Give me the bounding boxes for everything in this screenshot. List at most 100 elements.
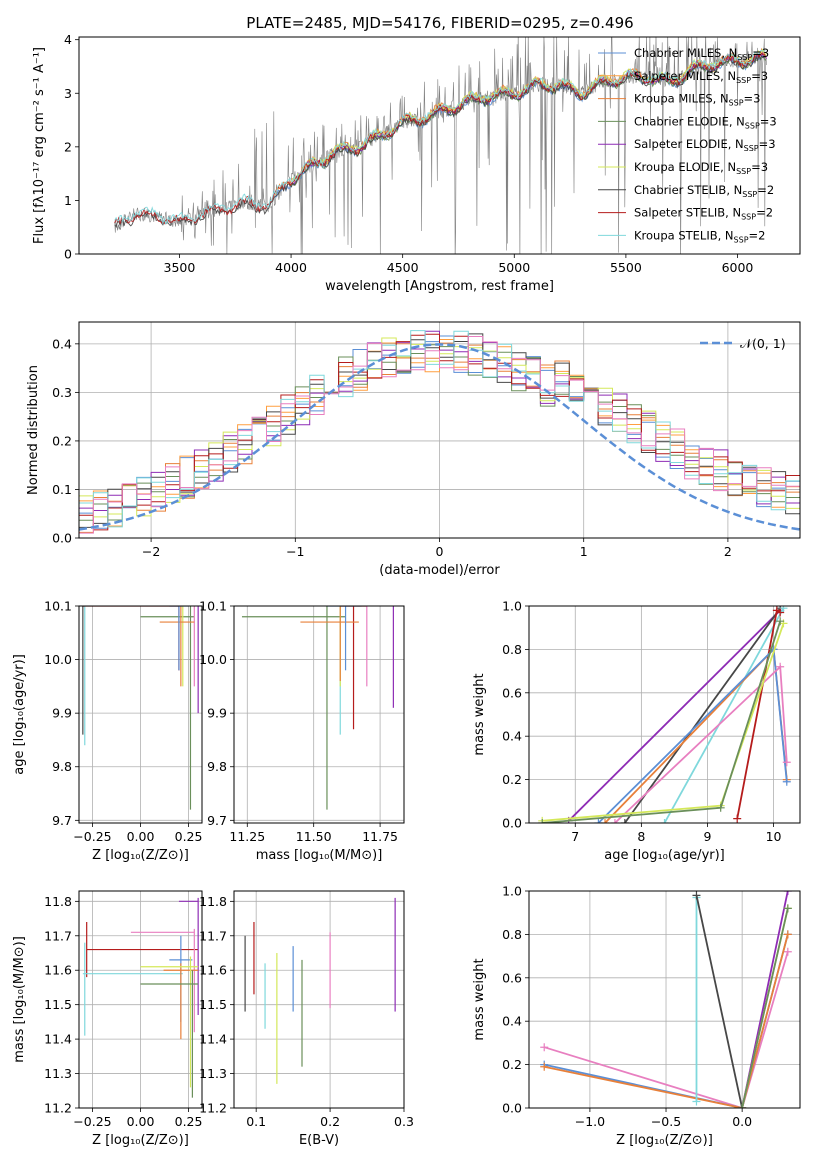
x-axis-label: E(B-V) bbox=[299, 1133, 339, 1148]
weight-marker bbox=[620, 819, 629, 823]
x-tick-label: 1 bbox=[580, 544, 588, 559]
weight-marker bbox=[738, 1104, 747, 1108]
x-tick-label: 0.3 bbox=[394, 1114, 414, 1129]
x-tick-label: 7 bbox=[571, 829, 579, 844]
errorbar-pink bbox=[130, 928, 195, 1033]
y-tick-label: 0.6 bbox=[502, 685, 522, 700]
legend-entry: Chabrier MILES, NSSP=3 bbox=[634, 46, 769, 62]
weight-marker bbox=[540, 1043, 549, 1052]
errorbar-chabrier-miles bbox=[326, 606, 362, 671]
axes-frame bbox=[78, 321, 801, 539]
errorbar-kroupa-miles bbox=[159, 606, 195, 687]
y-tick-label: 0.0 bbox=[52, 531, 72, 546]
errorbar-salpeter-stelib bbox=[340, 606, 367, 730]
y-tick-label: 11.6 bbox=[199, 963, 227, 978]
axes-frame bbox=[528, 890, 801, 1109]
weight-marker bbox=[660, 819, 669, 823]
legend-entry: Chabrier STELIB, NSSP=2 bbox=[634, 183, 774, 199]
errorbar-kroupa-elodie bbox=[339, 606, 341, 687]
y-axis-label: Flux [fλ10⁻¹⁷ erg cm⁻² s⁻¹ A⁻¹] bbox=[32, 47, 47, 244]
weight-line-pink bbox=[543, 951, 789, 1108]
y-tick-label: 9.9 bbox=[207, 706, 227, 721]
residual-histogram-salpeter-stelib bbox=[79, 333, 800, 531]
axes-frame bbox=[233, 890, 405, 1109]
x-tick-label: 0 bbox=[436, 544, 444, 559]
y-tick-label: 1.0 bbox=[502, 884, 522, 899]
y-tick-label: 9.9 bbox=[52, 706, 72, 721]
plot-area bbox=[79, 330, 800, 534]
x-axis-label: Z [log₁₀(Z/Z⊙)] bbox=[92, 848, 189, 863]
x-tick-label: 3500 bbox=[164, 260, 196, 275]
model-spectrum-kroupa-stelib bbox=[114, 49, 766, 225]
errorbar-salpeter-stelib bbox=[82, 606, 180, 671]
x-tick-label: 5500 bbox=[610, 260, 642, 275]
y-tick-label: 0.2 bbox=[502, 1057, 522, 1072]
axes-frame bbox=[78, 36, 801, 255]
legend-entry: Salpeter ELODIE, NSSP=3 bbox=[634, 137, 776, 153]
legend-entry: 𝒩(0, 1) bbox=[740, 336, 786, 351]
model-spectrum-chabrier-stelib bbox=[114, 53, 766, 228]
y-tick-label: 0.8 bbox=[502, 927, 522, 942]
weight-marker bbox=[776, 608, 785, 617]
weight-marker bbox=[779, 606, 788, 613]
x-axis-label: wavelength [Angstrom, rest frame] bbox=[325, 279, 554, 294]
errorbar-kroupa-elodie bbox=[182, 606, 184, 687]
errorbar-salpeter-elodie bbox=[197, 606, 199, 714]
residual-histogram-pink bbox=[79, 336, 800, 534]
legend-entry: Salpeter MILES, NSSP=3 bbox=[634, 69, 768, 85]
weight-line-kroupa-miles bbox=[544, 934, 789, 1108]
errorbar-salpeter-elodie bbox=[178, 897, 199, 1015]
y-tick-label: 11.3 bbox=[44, 1066, 72, 1081]
y-tick-label: 0.6 bbox=[502, 970, 522, 985]
y-tick-label: 11.8 bbox=[199, 894, 227, 909]
legend-entry: Kroupa STELIB, NSSP=2 bbox=[634, 228, 765, 244]
errorbar-pink bbox=[366, 606, 368, 687]
y-tick-label: 11.3 bbox=[199, 1066, 227, 1081]
weight-line-chabrier-stelib bbox=[624, 607, 781, 823]
errorbar-chabrier-elodie bbox=[140, 606, 195, 810]
x-tick-label: 0.00 bbox=[127, 1114, 155, 1129]
weight-marker bbox=[538, 819, 547, 823]
axes-frame bbox=[233, 605, 405, 824]
plot-area bbox=[114, 37, 767, 254]
x-axis-label: Z [log₁₀(Z/Z⊙)] bbox=[616, 1133, 713, 1148]
plot-area bbox=[244, 897, 396, 1084]
x-axis-label: Z [log₁₀(Z/Z⊙)] bbox=[92, 1133, 189, 1148]
y-tick-label: 0 bbox=[64, 247, 72, 262]
errorbar-chabrier-elodie bbox=[140, 970, 199, 1098]
y-tick-label: 0.4 bbox=[502, 1014, 522, 1029]
errorbar-chabrier-stelib bbox=[82, 606, 85, 735]
x-tick-label: 8 bbox=[637, 829, 645, 844]
weight-marker bbox=[540, 1062, 549, 1071]
panel-age-vs-Z: −0.25 0.00 0.25 9.7 9.8 9.9 10.0 10.1 Z [log₁₀(Z… bbox=[12, 599, 203, 863]
x-tick-label: 0.25 bbox=[175, 1114, 203, 1129]
weight-marker bbox=[733, 814, 742, 823]
x-tick-label: 0.2 bbox=[320, 1114, 340, 1129]
plot-area bbox=[540, 891, 792, 1108]
y-axis-label: mass [log₁₀(M/M⊙)] bbox=[12, 936, 27, 1063]
errorbar-kroupa-stelib bbox=[84, 606, 86, 746]
x-tick-label: 11.25 bbox=[229, 829, 265, 844]
x-tick-label: −0.25 bbox=[73, 829, 111, 844]
panel-mass-vs-Z: −0.25 0.00 0.25 11.2 11.3 11.4 11.5 11.6 11.7 11.… bbox=[12, 890, 203, 1148]
residual-legend: 𝒩(0, 1) bbox=[700, 336, 786, 351]
panel-weight-vs-Z: −1.0 −0.5 0.0 0.0 0.2 0.4 0.6 0.8 1.0 Z [log₁₀(Z/… bbox=[472, 884, 801, 1148]
errorbar-chabrier-miles bbox=[169, 606, 189, 671]
x-tick-label: 0.1 bbox=[246, 1114, 266, 1129]
axes-frame bbox=[78, 605, 203, 824]
weight-marker bbox=[776, 662, 785, 671]
panel-residuals: −2 −1 0 1 2 0.0 0.1 0.2 0.3 0.4 (data-model)/error… bbox=[26, 321, 801, 578]
y-axis-label: mass weight bbox=[472, 673, 487, 755]
y-tick-label: 3 bbox=[64, 86, 72, 101]
spectrum-legend: Chabrier MILES, NSSP=3 Salpeter MILES, NS… bbox=[598, 46, 777, 244]
weight-marker bbox=[783, 904, 792, 913]
weight-marker bbox=[782, 758, 791, 767]
y-tick-label: 9.8 bbox=[52, 759, 72, 774]
x-tick-label: 6000 bbox=[722, 260, 754, 275]
y-tick-label: 10.0 bbox=[199, 652, 227, 667]
y-tick-label: 0.3 bbox=[52, 385, 72, 400]
errorbar-kroupa-stelib bbox=[82, 942, 183, 1036]
y-tick-label: 11.5 bbox=[199, 997, 227, 1012]
y-tick-label: 10.1 bbox=[199, 599, 227, 614]
panel-mass-vs-EBV: 0.1 0.2 0.3 11.2 11.3 11.4 11.5 11.6 11.7 11.8 E(B… bbox=[199, 890, 414, 1148]
